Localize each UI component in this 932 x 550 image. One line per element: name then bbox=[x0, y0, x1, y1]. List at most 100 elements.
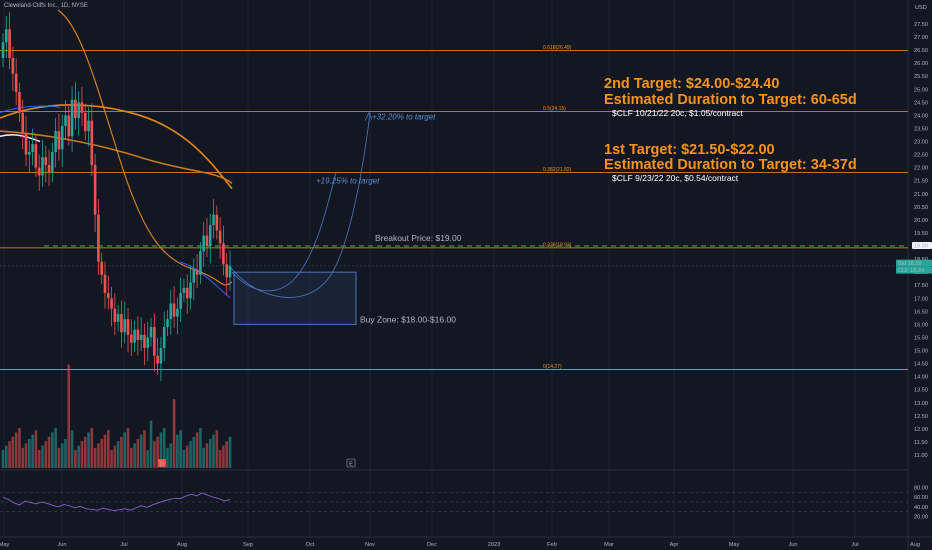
ema-line bbox=[57, 9, 233, 286]
volume-bar bbox=[143, 430, 146, 468]
time-axis-label: Nov bbox=[365, 542, 375, 548]
candle-body bbox=[106, 293, 110, 299]
price-axis-tick: 15.00 bbox=[914, 349, 928, 355]
candle-body bbox=[172, 303, 176, 317]
candle-body bbox=[83, 112, 87, 132]
volume-bar bbox=[100, 439, 103, 468]
candle-body bbox=[222, 243, 225, 265]
time-axis-label: Jun bbox=[57, 542, 66, 548]
volume-bar bbox=[11, 436, 15, 468]
candle-body bbox=[21, 112, 25, 134]
candle-body bbox=[139, 334, 143, 341]
candle-body bbox=[202, 235, 205, 252]
ma-blue-line bbox=[0, 105, 61, 114]
earnings-icon[interactable] bbox=[346, 458, 356, 468]
price-badge-label: CLF 18.24 bbox=[898, 268, 924, 274]
volume-bar bbox=[136, 439, 140, 468]
price-axis-tick: 12.00 bbox=[914, 427, 928, 433]
volume-bar bbox=[70, 430, 74, 468]
volume-bar bbox=[31, 434, 34, 468]
price-axis-tick: 26.00 bbox=[914, 61, 928, 67]
time-axis-label: Aug bbox=[177, 542, 187, 548]
price-axis-tick: 25.00 bbox=[914, 87, 928, 93]
volume-bar bbox=[83, 436, 87, 468]
price-axis-tick: 14.00 bbox=[914, 375, 928, 381]
volume-bar bbox=[21, 447, 25, 468]
candle-body bbox=[156, 355, 159, 364]
candle-body bbox=[14, 73, 18, 92]
volume-bar bbox=[182, 450, 186, 468]
price-axis-tick: 21.00 bbox=[914, 192, 928, 198]
time-axis-label: May bbox=[0, 542, 9, 548]
candle-body bbox=[126, 319, 130, 335]
buy-zone-label: Buy Zone: $18.00-$16.00 bbox=[360, 314, 456, 324]
volume-bar bbox=[222, 445, 225, 468]
candle-body bbox=[195, 269, 199, 275]
candle-body bbox=[60, 125, 64, 150]
time-axis-label: Feb bbox=[547, 542, 557, 548]
volume-bar bbox=[156, 436, 159, 468]
price-axis-tick: 13.50 bbox=[914, 388, 928, 394]
candle-body bbox=[103, 274, 107, 294]
volume-bar bbox=[8, 441, 11, 468]
time-axis-label: Jul bbox=[120, 542, 127, 548]
symbol-title: Cleveland-Cliffs Inc., 1D, NYSE bbox=[4, 3, 88, 9]
volume-bar bbox=[64, 439, 67, 468]
price-axis-tick: 17.00 bbox=[914, 296, 928, 302]
price-axis-tick: 25.50 bbox=[914, 74, 928, 80]
time-axis-label: Jun bbox=[788, 542, 797, 548]
candle-body bbox=[120, 313, 123, 333]
volume-bar bbox=[74, 450, 77, 468]
price-badge bbox=[896, 266, 932, 274]
candle-body bbox=[37, 167, 41, 176]
price-badge-label: 19.00 bbox=[914, 244, 928, 250]
volume-bar bbox=[87, 432, 90, 468]
buy-zone-box[interactable] bbox=[233, 271, 357, 325]
candle-body bbox=[100, 261, 103, 275]
volume-bar bbox=[41, 445, 44, 468]
candle-body bbox=[90, 120, 94, 166]
candle-body bbox=[149, 327, 153, 338]
dividend-icon[interactable] bbox=[158, 459, 166, 467]
target2-pct-label: +32.20% to target bbox=[372, 112, 436, 121]
target1-title: 1st Target: $21.50-$22.00 bbox=[604, 142, 775, 158]
volume-bar bbox=[139, 434, 143, 468]
volume-bar bbox=[103, 434, 107, 468]
volume-bar bbox=[169, 443, 173, 468]
price-axis-tick: 20.50 bbox=[914, 205, 928, 211]
price-axis-tick: 22.00 bbox=[914, 166, 928, 172]
volume-bar bbox=[130, 447, 133, 468]
rsi-axis-tick: 20.00 bbox=[914, 514, 928, 520]
candle-body bbox=[18, 91, 21, 113]
candle-body bbox=[182, 287, 186, 294]
volume-bar bbox=[120, 436, 123, 468]
candle-body bbox=[97, 214, 100, 262]
volume-bar bbox=[195, 432, 199, 468]
candle-body bbox=[143, 334, 146, 348]
price-axis-tick: 22.50 bbox=[914, 153, 928, 159]
candle-body bbox=[208, 225, 212, 247]
candle-body bbox=[189, 282, 192, 299]
volume-bar bbox=[110, 450, 113, 468]
target2-title: 2nd Target: $24.00-$24.40 bbox=[604, 76, 780, 92]
fib-level-label: 0.618(26.49) bbox=[543, 45, 572, 51]
candle-body bbox=[70, 99, 74, 137]
volume-bar bbox=[179, 430, 182, 468]
time-axis-label: Sep bbox=[243, 542, 253, 548]
price-axis-tick: 17.50 bbox=[914, 283, 928, 289]
volume-bar bbox=[1, 450, 5, 468]
ma-blue-line-recent bbox=[179, 261, 231, 299]
volume-bar bbox=[24, 443, 28, 468]
price-axis-tick: 16.50 bbox=[914, 309, 928, 315]
volume-bar bbox=[67, 364, 71, 468]
price-axis-tick: 11.00 bbox=[914, 453, 928, 459]
candle-body bbox=[110, 298, 113, 309]
volume-bar bbox=[18, 428, 21, 468]
volume-bar bbox=[93, 447, 97, 468]
price-axis-tick: 16.00 bbox=[914, 322, 928, 328]
candle-body bbox=[77, 102, 80, 119]
volume-bar bbox=[208, 439, 212, 468]
price-axis-tick: 12.50 bbox=[914, 414, 928, 420]
